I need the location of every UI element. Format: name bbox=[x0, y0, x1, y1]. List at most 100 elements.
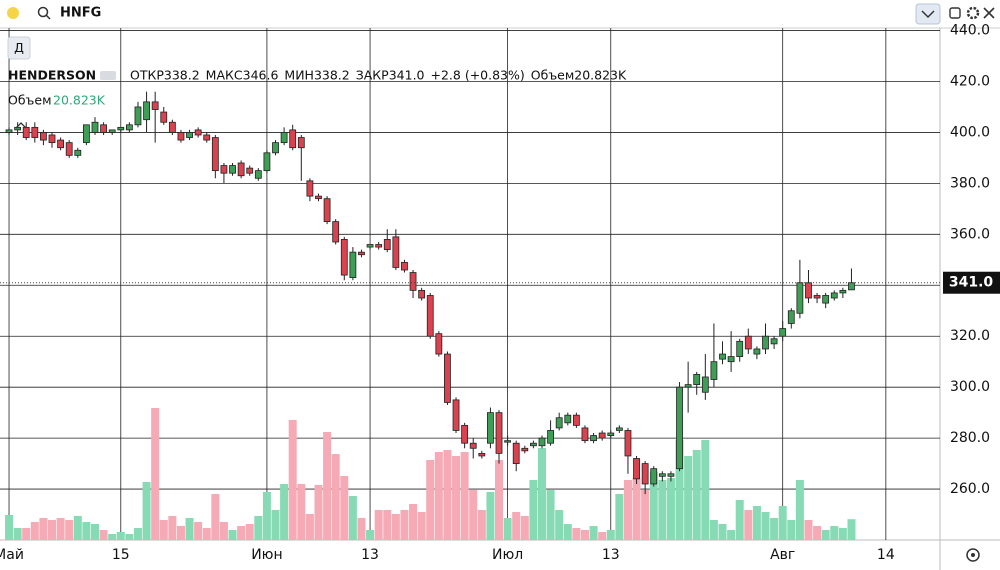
candle-body bbox=[590, 435, 597, 442]
candle-body bbox=[332, 221, 340, 243]
volume-bar bbox=[228, 530, 237, 540]
volume-bar bbox=[787, 520, 796, 540]
volume-bar bbox=[99, 530, 108, 540]
candle-body bbox=[100, 124, 107, 133]
candle-body bbox=[581, 427, 589, 442]
candle-body bbox=[787, 310, 795, 324]
volume-bar bbox=[116, 532, 125, 540]
interval-button[interactable] bbox=[7, 36, 31, 60]
volume-bar bbox=[211, 494, 220, 540]
volume-bar bbox=[22, 528, 31, 540]
candle-body bbox=[160, 111, 168, 123]
candle-body bbox=[82, 124, 90, 144]
candle-body bbox=[435, 333, 443, 355]
candle-body bbox=[22, 126, 30, 138]
volume-bar bbox=[409, 504, 418, 540]
candle-body bbox=[650, 468, 658, 485]
volume-bar bbox=[589, 526, 598, 540]
volume-value: 20.823K bbox=[53, 93, 106, 108]
volume-bar bbox=[546, 490, 555, 540]
candle-body bbox=[418, 289, 426, 299]
candle-body bbox=[770, 338, 778, 345]
y-tick-label: 320.0 bbox=[950, 328, 990, 344]
candle-body bbox=[753, 348, 761, 355]
volume-bar bbox=[400, 510, 409, 540]
candle-body bbox=[572, 414, 580, 426]
volume-bar bbox=[563, 524, 572, 540]
x-tick-label: 13 bbox=[361, 547, 379, 563]
close-button[interactable] bbox=[983, 7, 995, 19]
volume-bar bbox=[331, 454, 340, 540]
candle-body bbox=[478, 452, 486, 457]
search-icon[interactable] bbox=[37, 6, 51, 20]
collapse-legend[interactable] bbox=[100, 71, 116, 80]
volume-bar bbox=[443, 450, 452, 540]
volume-bar bbox=[572, 528, 581, 540]
candle-body bbox=[246, 167, 254, 174]
y-tick-label: 280.0 bbox=[950, 430, 990, 446]
y-tick-label: 420.0 bbox=[950, 73, 990, 89]
candle-body bbox=[401, 261, 408, 271]
volume-bar bbox=[666, 478, 675, 540]
candle-body bbox=[31, 126, 39, 138]
candle-body bbox=[598, 432, 606, 439]
candle-body bbox=[375, 244, 383, 248]
candle-body bbox=[762, 335, 769, 350]
volume-bar bbox=[770, 518, 779, 540]
volume-bar bbox=[684, 456, 693, 540]
volume-bar bbox=[297, 484, 306, 540]
volume-bar bbox=[503, 518, 512, 540]
stat-label: ЗАКР341.0 bbox=[356, 68, 425, 83]
volume-bar bbox=[5, 515, 14, 540]
candle-body bbox=[108, 129, 116, 133]
candle-body bbox=[74, 149, 82, 156]
legend-collapse-icon[interactable] bbox=[15, 122, 27, 129]
candle-body bbox=[667, 473, 675, 477]
x-tick-label: Май bbox=[0, 547, 24, 563]
candle-body bbox=[392, 236, 400, 268]
candle-body bbox=[65, 142, 73, 156]
candle-body bbox=[615, 427, 623, 431]
price-badge bbox=[943, 271, 1000, 294]
volume-bar bbox=[348, 496, 357, 540]
candle-body bbox=[444, 353, 451, 403]
volume-bar bbox=[82, 522, 91, 540]
candle-body bbox=[495, 412, 503, 454]
candle-body bbox=[512, 442, 520, 464]
candle-body bbox=[658, 473, 666, 477]
candle-body bbox=[701, 376, 709, 393]
maximize-button[interactable] bbox=[949, 7, 961, 19]
candle-body bbox=[14, 126, 22, 131]
volume-bar bbox=[537, 448, 546, 540]
y-tick-label: 380.0 bbox=[950, 175, 990, 191]
volume-bar bbox=[838, 528, 847, 540]
search-field[interactable]: HNFG bbox=[60, 6, 101, 21]
volume-bar bbox=[168, 516, 177, 540]
candle-body bbox=[358, 251, 365, 256]
volume-bar bbox=[271, 510, 280, 540]
y-tick-label: 440.0 bbox=[950, 23, 990, 39]
stat-label: ОТКР338.2 bbox=[130, 68, 200, 83]
x-tick-label: Авг bbox=[770, 547, 795, 563]
dropdown-button[interactable] bbox=[915, 3, 941, 25]
volume-bar bbox=[426, 460, 435, 540]
candle-body bbox=[529, 442, 537, 447]
candle-body bbox=[263, 152, 271, 172]
volume-bar bbox=[374, 510, 383, 540]
candle-body bbox=[710, 361, 718, 380]
volume-bar bbox=[90, 524, 99, 540]
candle-body bbox=[57, 139, 65, 149]
settings-button[interactable] bbox=[966, 6, 980, 20]
volume-bar bbox=[219, 522, 228, 540]
candle-body bbox=[839, 289, 847, 294]
candle-body bbox=[323, 198, 331, 222]
volume-bar bbox=[477, 510, 486, 540]
candle-body bbox=[676, 386, 683, 470]
axis-settings-button[interactable] bbox=[966, 548, 980, 562]
candle-body bbox=[693, 374, 701, 386]
candle-body bbox=[564, 414, 572, 424]
candle-body bbox=[744, 335, 752, 350]
candle-body bbox=[211, 137, 219, 172]
volume-bar bbox=[185, 518, 194, 540]
